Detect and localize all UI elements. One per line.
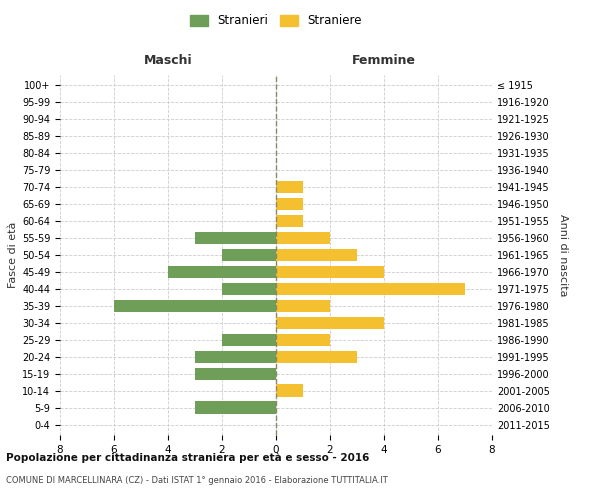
Bar	[276, 300, 330, 312]
Y-axis label: Fasce di età: Fasce di età	[8, 222, 18, 288]
Bar	[276, 334, 330, 346]
Bar	[114, 300, 276, 312]
Y-axis label: Anni di nascita: Anni di nascita	[558, 214, 568, 296]
Text: Femmine: Femmine	[352, 54, 416, 66]
Bar	[195, 368, 276, 380]
Bar	[222, 282, 276, 296]
Text: Maschi: Maschi	[143, 54, 193, 66]
Legend: Stranieri, Straniere: Stranieri, Straniere	[187, 11, 365, 31]
Bar	[276, 266, 384, 278]
Bar	[276, 316, 384, 330]
Bar	[195, 232, 276, 244]
Bar	[276, 248, 357, 262]
Bar	[276, 232, 330, 244]
Bar	[222, 248, 276, 262]
Bar	[276, 350, 357, 364]
Bar	[195, 350, 276, 364]
Bar	[276, 180, 303, 194]
Bar	[195, 402, 276, 414]
Bar	[222, 334, 276, 346]
Bar	[168, 266, 276, 278]
Text: Popolazione per cittadinanza straniera per età e sesso - 2016: Popolazione per cittadinanza straniera p…	[6, 452, 370, 463]
Bar	[276, 282, 465, 296]
Bar	[276, 198, 303, 210]
Bar	[276, 214, 303, 228]
Text: COMUNE DI MARCELLINARA (CZ) - Dati ISTAT 1° gennaio 2016 - Elaborazione TUTTITAL: COMUNE DI MARCELLINARA (CZ) - Dati ISTAT…	[6, 476, 388, 485]
Bar	[276, 384, 303, 397]
